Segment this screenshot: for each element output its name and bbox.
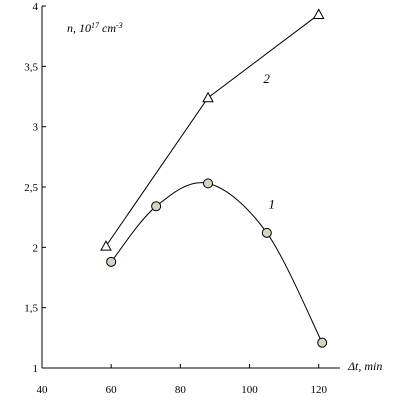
data-point — [100, 240, 112, 251]
y-tick-label: 2 — [33, 242, 39, 254]
series: 12 — [100, 8, 328, 348]
series-line — [105, 14, 320, 247]
data-point — [202, 91, 214, 103]
y-tick-label: 1,5 — [24, 303, 38, 315]
y-axis-label: n, 1017 cm-3 — [67, 21, 123, 36]
series-1: 1 — [106, 178, 328, 348]
series-2: 2 — [100, 8, 325, 251]
x-axis-label: Δt, min — [347, 359, 382, 373]
x-tick-label: 100 — [241, 384, 258, 396]
series-line — [110, 182, 323, 343]
x-tick-label: 120 — [310, 384, 327, 396]
data-point — [106, 256, 117, 267]
data-point — [317, 337, 328, 348]
data-point — [312, 8, 325, 19]
data-point — [151, 201, 162, 212]
data-point — [261, 227, 272, 238]
ticks: 1 1,5 2 2,5 3 3,5 4 40 60 80 100 120 — [24, 1, 327, 396]
x-tick-label: 60 — [106, 384, 118, 396]
y-tick-label: 2,5 — [24, 182, 38, 194]
axes — [41, 6, 340, 369]
series-label: 1 — [269, 197, 276, 212]
data-point — [203, 178, 214, 189]
y-tick-label: 1 — [33, 363, 39, 375]
series-label: 2 — [263, 71, 270, 86]
y-tick-label: 4 — [33, 1, 39, 13]
y-tick-label: 3,5 — [24, 61, 38, 73]
x-tick-label: 80 — [175, 384, 187, 396]
x-tick-label: 40 — [37, 384, 49, 396]
y-tick-label: 3 — [33, 122, 39, 134]
